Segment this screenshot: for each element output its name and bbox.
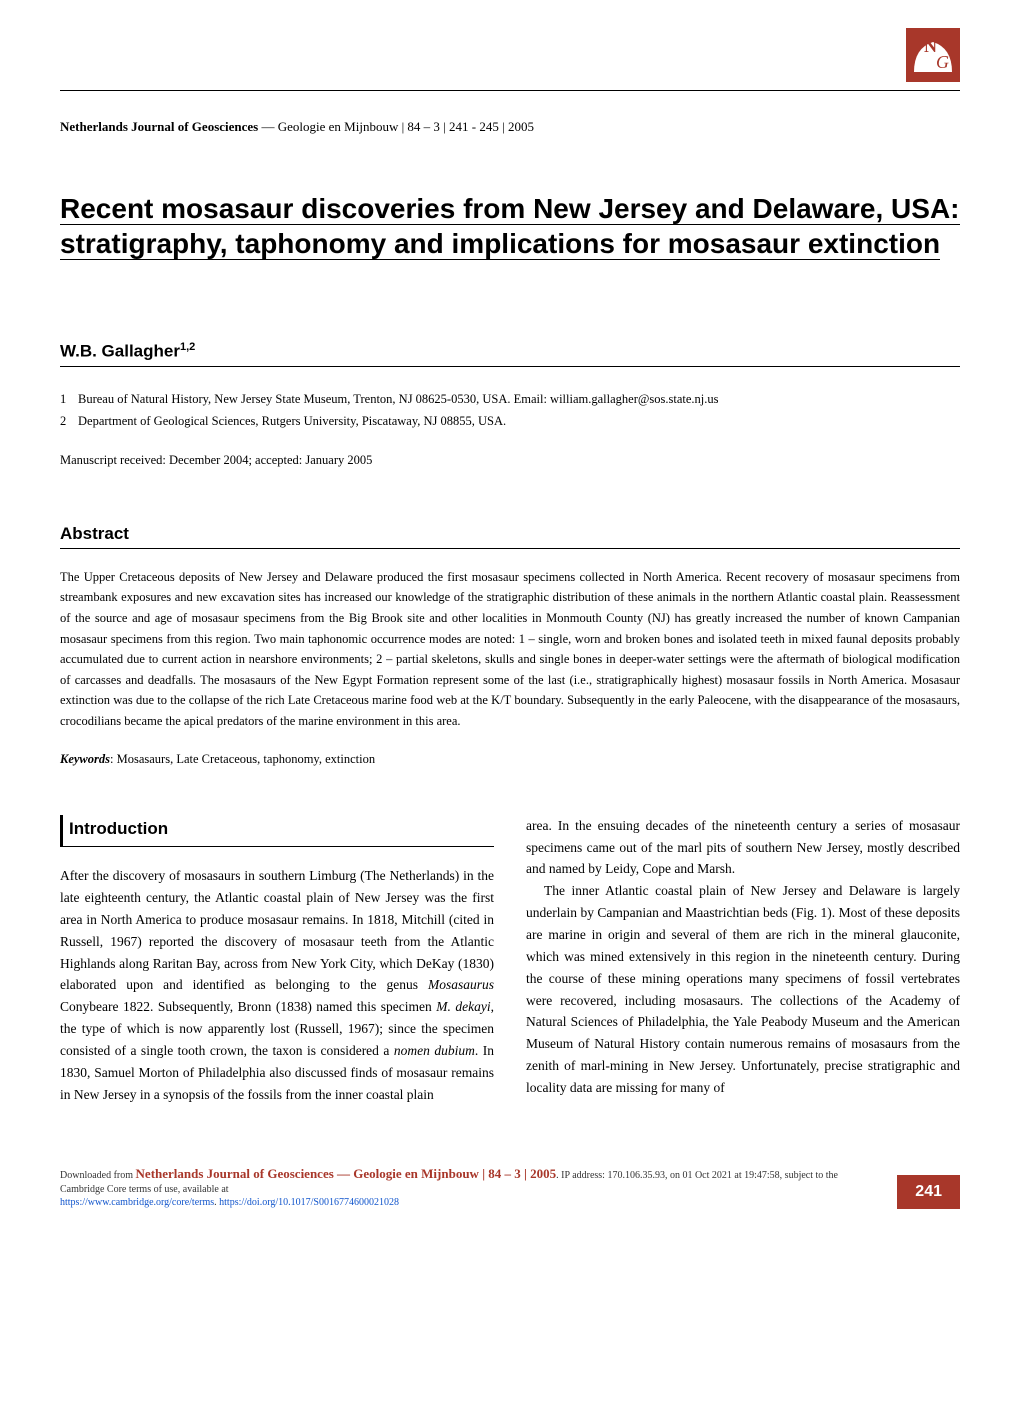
svg-text:G: G bbox=[936, 52, 949, 72]
footer-doi-link[interactable]: https://doi.org/10.1017/S001677460002102… bbox=[219, 1197, 399, 1208]
page-number-badge: 241 bbox=[897, 1175, 960, 1209]
intro-para-left: After the discovery of mosasaurs in sout… bbox=[60, 865, 494, 1105]
keywords-label: Keywords bbox=[60, 752, 110, 766]
affiliations: 1 Bureau of Natural History, New Jersey … bbox=[60, 389, 960, 431]
footer-terms-link[interactable]: https://www.cambridge.org/core/terms bbox=[60, 1197, 214, 1208]
manuscript-dates: Manuscript received: December 2004; acce… bbox=[60, 453, 960, 468]
affiliation-2: 2 Department of Geological Sciences, Rut… bbox=[60, 411, 960, 431]
top-rule bbox=[60, 90, 960, 91]
page-footer: Downloaded from Netherlands Journal of G… bbox=[60, 1166, 960, 1209]
right-column: area. In the ensuing decades of the nine… bbox=[526, 815, 960, 1106]
author-name: W.B. Gallagher bbox=[60, 342, 180, 361]
intro-para-right-1: area. In the ensuing decades of the nine… bbox=[526, 815, 960, 881]
journal-reference: Netherlands Journal of Geosciences — Geo… bbox=[60, 119, 960, 135]
affiliation-1: 1 Bureau of Natural History, New Jersey … bbox=[60, 389, 960, 409]
intro-para-right-2: The inner Atlantic coastal plain of New … bbox=[526, 880, 960, 1099]
footer-journal-overlay: Netherlands Journal of Geosciences — Geo… bbox=[136, 1166, 557, 1181]
article-title: Recent mosasaur discoveries from New Jer… bbox=[60, 193, 960, 259]
footer-text: Downloaded from Netherlands Journal of G… bbox=[60, 1166, 881, 1209]
journal-details: — Geologie en Mijnbouw | 84 – 3 | 241 - … bbox=[258, 119, 534, 134]
journal-name: Netherlands Journal of Geosciences bbox=[60, 119, 258, 134]
journal-logo: N G bbox=[906, 28, 960, 82]
author-line: W.B. Gallagher1,2 bbox=[60, 341, 960, 367]
keywords: Keywords: Mosasaurs, Late Cretaceous, ta… bbox=[60, 752, 960, 767]
introduction-heading: Introduction bbox=[60, 815, 494, 848]
abstract-body: The Upper Cretaceous deposits of New Jer… bbox=[60, 567, 960, 732]
left-column: Introduction After the discovery of mosa… bbox=[60, 815, 494, 1106]
body-columns: Introduction After the discovery of mosa… bbox=[60, 815, 960, 1106]
keywords-text: : Mosasaurs, Late Cretaceous, taphonomy,… bbox=[110, 752, 375, 766]
author-affil-sup: 1,2 bbox=[180, 341, 195, 353]
abstract-heading: Abstract bbox=[60, 524, 960, 549]
